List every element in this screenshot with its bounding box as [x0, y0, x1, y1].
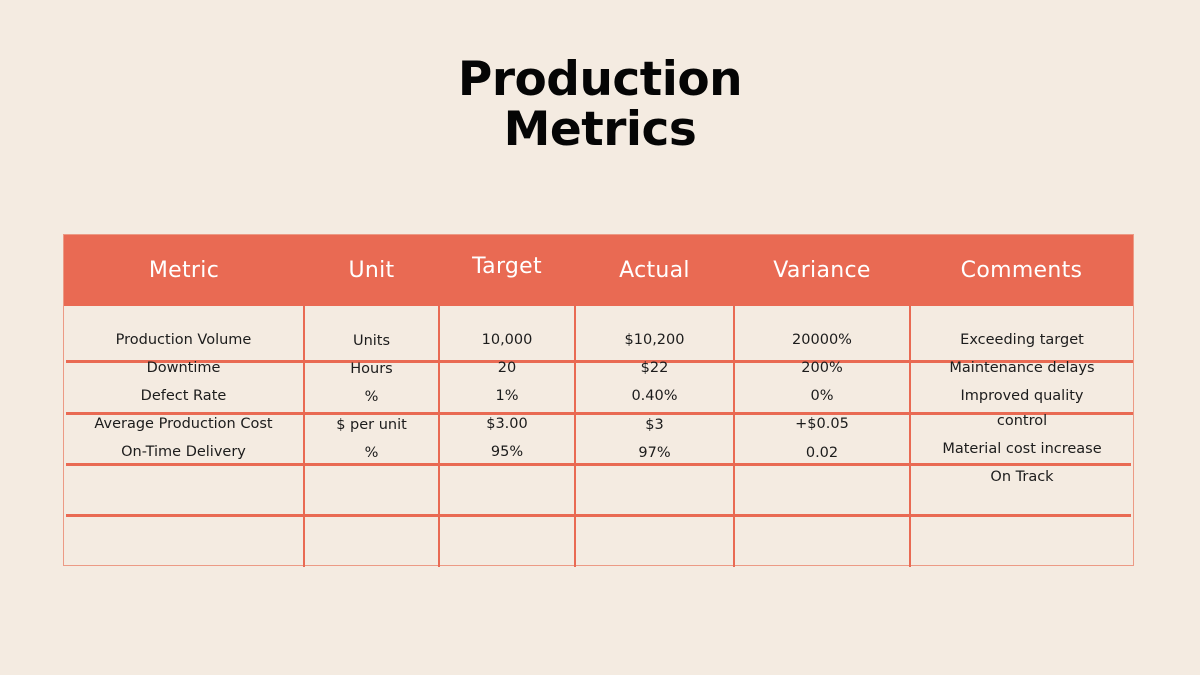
column-divider: [574, 306, 576, 567]
column-divider: [909, 306, 911, 567]
cell-unit: Units: [352, 333, 391, 349]
row-divider: [66, 360, 1133, 363]
cell-variance: 0.02: [805, 445, 839, 461]
column-divider: [733, 306, 735, 567]
cell-metric: Average Production Cost: [94, 416, 273, 432]
header-variance: Variance: [773, 258, 871, 283]
cell-unit: Hours: [350, 361, 393, 377]
cell-variance: 0%: [810, 388, 834, 404]
cell-actual: $10,200: [624, 332, 685, 348]
cell-metric: Downtime: [146, 360, 221, 376]
cell-comments: Exceeding target: [960, 332, 1084, 348]
cell-comments: Maintenance delays: [949, 360, 1095, 376]
row-divider: [66, 514, 1131, 517]
cell-actual: 97%: [638, 445, 671, 461]
cell-metric: On-Time Delivery: [121, 444, 246, 460]
page-title: Production Metrics: [0, 55, 1200, 155]
cell-metric: Defect Rate: [140, 388, 227, 404]
cell-unit: %: [364, 389, 379, 405]
header-comments: Comments: [960, 258, 1083, 283]
cell-actual: $22: [640, 360, 669, 376]
header-unit: Unit: [348, 258, 395, 283]
cell-actual: $3: [645, 417, 664, 433]
cell-target: 95%: [490, 444, 524, 460]
cell-target: 10,000: [481, 332, 533, 348]
row-divider: [66, 463, 1131, 466]
cell-comments: On Track: [990, 469, 1054, 485]
column-divider: [303, 306, 305, 567]
table-header-row: Metric Unit Target Actual Variance Comme…: [64, 235, 1133, 306]
cell-comments: Material cost increase: [942, 441, 1102, 457]
header-target: Target: [472, 254, 542, 279]
header-metric: Metric: [148, 258, 220, 283]
cell-metric: Production Volume: [115, 332, 252, 348]
cell-variance: +$0.05: [795, 416, 849, 432]
header-actual: Actual: [619, 258, 690, 283]
cell-actual: 0.40%: [631, 388, 678, 404]
cell-target: 1%: [495, 388, 519, 404]
cell-variance: 200%: [801, 360, 843, 376]
title-line-1: Production: [457, 52, 743, 107]
cell-comments: Improved quality: [960, 388, 1084, 404]
cell-unit: $ per unit: [336, 417, 407, 433]
cell-unit: %: [364, 445, 379, 461]
column-divider: [438, 306, 440, 567]
cell-comments: control: [996, 413, 1048, 429]
row-divider: [66, 412, 1133, 415]
cell-variance: 20000%: [792, 332, 852, 348]
metrics-table: Metric Unit Target Actual Variance Comme…: [63, 234, 1134, 567]
cell-target: $3.00: [486, 416, 528, 432]
title-line-2: Metrics: [503, 102, 697, 157]
cell-target: 20: [497, 360, 517, 376]
